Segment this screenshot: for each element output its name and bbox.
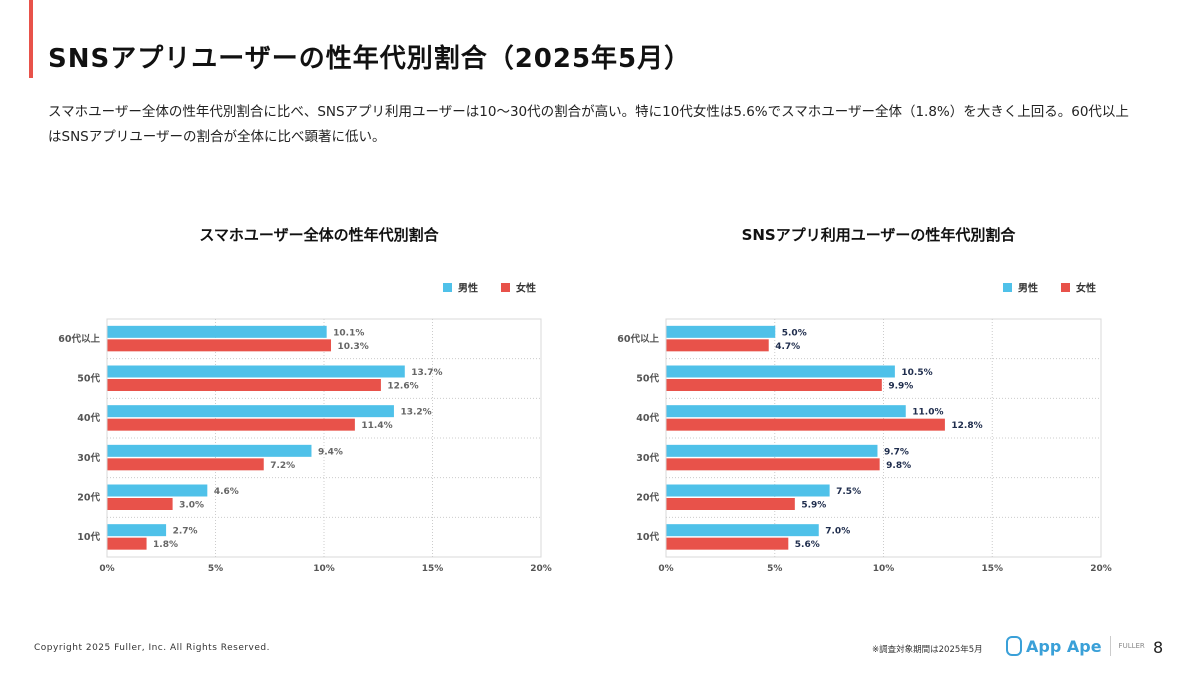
legend-label: 女性 [1076, 282, 1096, 295]
bar-male [107, 444, 312, 457]
x-tick-label: 5% [767, 564, 782, 574]
lead-text: スマホユーザー全体の性年代別割合に比べ、SNSアプリ利用ユーザーは10〜30代の… [48, 104, 1129, 145]
bar-male [107, 325, 327, 338]
bar-female [107, 537, 147, 550]
bar-male [666, 325, 776, 338]
x-tick-label: 20% [530, 564, 552, 574]
data-label: 3.0% [179, 501, 204, 511]
chart-title: SNSアプリ利用ユーザーの性年代別割合 [742, 226, 1017, 244]
chart-title: スマホユーザー全体の性年代別割合 [199, 226, 439, 244]
category-label: 50代 [636, 373, 659, 385]
data-label: 5.6% [795, 540, 820, 550]
bar-male [107, 484, 208, 497]
data-label: 7.2% [270, 461, 295, 471]
category-label: 60代以上 [58, 333, 100, 345]
bar-male [666, 365, 895, 378]
bar-female [666, 379, 882, 391]
x-tick-label: 0% [99, 564, 114, 574]
x-tick-label: 10% [873, 564, 895, 574]
data-label: 2.7% [173, 527, 198, 537]
survey-note: ※調査対象期間は2025年5月 [872, 645, 983, 655]
x-tick-label: 5% [208, 564, 223, 574]
legend-swatch [443, 283, 452, 292]
x-tick-label: 20% [1090, 564, 1112, 574]
bar-female [666, 458, 880, 471]
app-ape-logo: App Ape FULLER [1006, 636, 1145, 656]
app-ape-icon [1006, 636, 1022, 656]
data-label: 4.6% [214, 487, 239, 497]
logo-text: App Ape [1026, 636, 1102, 656]
data-label: 10.1% [333, 328, 364, 338]
legend-swatch [501, 283, 510, 292]
legend-label: 男性 [458, 282, 478, 295]
copyright: Copyright 2025 Fuller, Inc. All Rights R… [34, 643, 270, 653]
bar-female [666, 418, 945, 431]
data-label: 11.4% [361, 421, 392, 431]
bar-female [666, 339, 769, 352]
legend-swatch [1061, 283, 1070, 292]
page-number: 8 [1153, 638, 1164, 657]
data-label: 1.8% [153, 540, 178, 550]
bar-female [666, 537, 789, 550]
legend-swatch [1003, 283, 1012, 292]
category-label: 40代 [636, 412, 659, 424]
data-label: 9.8% [886, 461, 911, 471]
bar-male [666, 405, 906, 418]
data-label: 7.5% [836, 487, 861, 497]
bar-male [107, 405, 394, 418]
fuller-logo: FULLER [1118, 642, 1145, 650]
x-tick-label: 10% [313, 564, 335, 574]
category-label: 20代 [636, 492, 659, 504]
data-label: 10.5% [901, 368, 932, 378]
data-label: 9.4% [318, 447, 343, 457]
logo-divider [1109, 636, 1111, 656]
data-label: 12.8% [951, 421, 982, 431]
bar-female [107, 458, 264, 471]
bar-female [107, 379, 381, 391]
bar-male [666, 444, 878, 457]
bar-female [107, 339, 332, 352]
legend-label: 男性 [1018, 282, 1038, 295]
bar-female [107, 418, 355, 431]
bar-male [107, 365, 405, 378]
category-label: 40代 [77, 412, 100, 424]
data-label: 12.6% [387, 382, 418, 392]
data-label: 11.0% [912, 408, 943, 418]
category-label: 60代以上 [617, 333, 659, 345]
bar-male [107, 524, 167, 537]
bar-female [107, 498, 173, 510]
x-tick-label: 0% [658, 564, 673, 574]
data-label: 10.3% [338, 342, 369, 352]
bar-female [666, 498, 795, 510]
bar-male [666, 524, 819, 537]
accent-bar [29, 0, 33, 78]
data-label: 5.9% [801, 501, 826, 511]
data-label: 9.9% [888, 382, 913, 392]
page-title: SNSアプリユーザーの性年代別割合（2025年5月） [48, 44, 692, 74]
category-label: 20代 [77, 492, 100, 504]
data-label: 13.2% [400, 408, 431, 418]
data-label: 13.7% [411, 368, 442, 378]
bar-male [666, 484, 830, 497]
data-label: 7.0% [825, 527, 850, 537]
category-label: 10代 [77, 531, 100, 543]
category-label: 50代 [77, 373, 100, 385]
category-label: 10代 [636, 531, 659, 543]
data-label: 4.7% [775, 342, 800, 352]
data-label: 9.7% [884, 447, 909, 457]
legend-label: 女性 [516, 282, 536, 295]
x-tick-label: 15% [981, 564, 1003, 574]
x-tick-label: 15% [422, 564, 444, 574]
category-label: 30代 [636, 452, 659, 464]
data-label: 5.0% [782, 328, 807, 338]
category-label: 30代 [77, 452, 100, 464]
